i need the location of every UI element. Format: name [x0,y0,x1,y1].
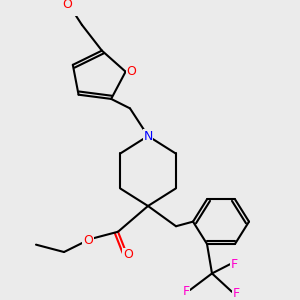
Text: O: O [127,65,136,78]
Text: O: O [83,235,93,248]
Text: F: F [182,285,190,298]
Text: N: N [143,130,153,142]
Text: O: O [123,248,133,261]
Text: F: F [230,258,238,271]
Text: O: O [62,0,72,11]
Text: F: F [232,287,240,300]
